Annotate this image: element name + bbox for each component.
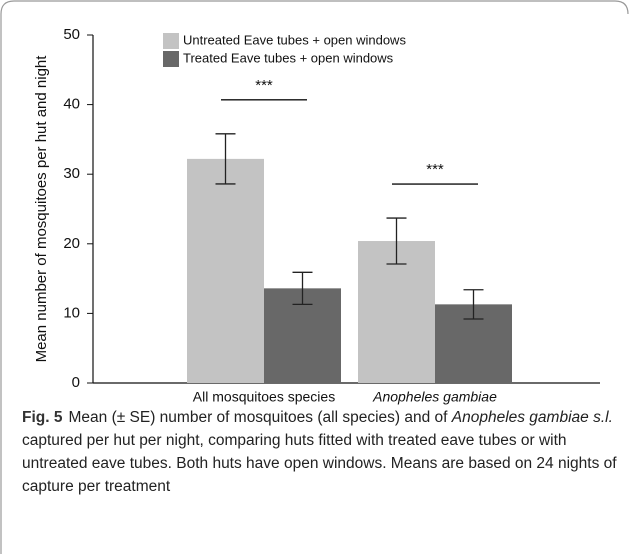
y-tick-label: 40 bbox=[63, 96, 80, 113]
y-tick-label: 20 bbox=[63, 235, 80, 252]
legend-swatch bbox=[163, 33, 179, 49]
caption-label: Fig. 5 bbox=[22, 409, 63, 426]
bar bbox=[358, 241, 435, 383]
legend-swatch bbox=[163, 51, 179, 67]
significance-label: *** bbox=[255, 77, 273, 94]
x-tick-label: Anopheles gambiae bbox=[372, 389, 497, 405]
bar bbox=[187, 158, 264, 383]
y-tick-label: 30 bbox=[63, 165, 80, 182]
caption-text: captured per hut per night, comparing hu… bbox=[22, 432, 617, 495]
y-tick-label: 0 bbox=[72, 374, 80, 391]
legend-label: Untreated Eave tubes + open windows bbox=[183, 32, 406, 47]
legend-label: Treated Eave tubes + open windows bbox=[183, 50, 394, 65]
y-tick-label: 50 bbox=[63, 26, 80, 43]
significance-label: *** bbox=[426, 161, 444, 178]
y-tick-label: 10 bbox=[63, 304, 80, 321]
y-axis-label: Mean number of mosquitoes per hut and ni… bbox=[33, 55, 50, 363]
x-tick-label: All mosquitoes species bbox=[193, 389, 335, 405]
caption: Fig. 5 Mean (± SE) number of mosquitoes (… bbox=[22, 406, 618, 498]
caption-text: Mean (± SE) number of mosquitoes (all sp… bbox=[68, 409, 452, 426]
caption-text: Anopheles gambiae s.l. bbox=[451, 409, 613, 426]
